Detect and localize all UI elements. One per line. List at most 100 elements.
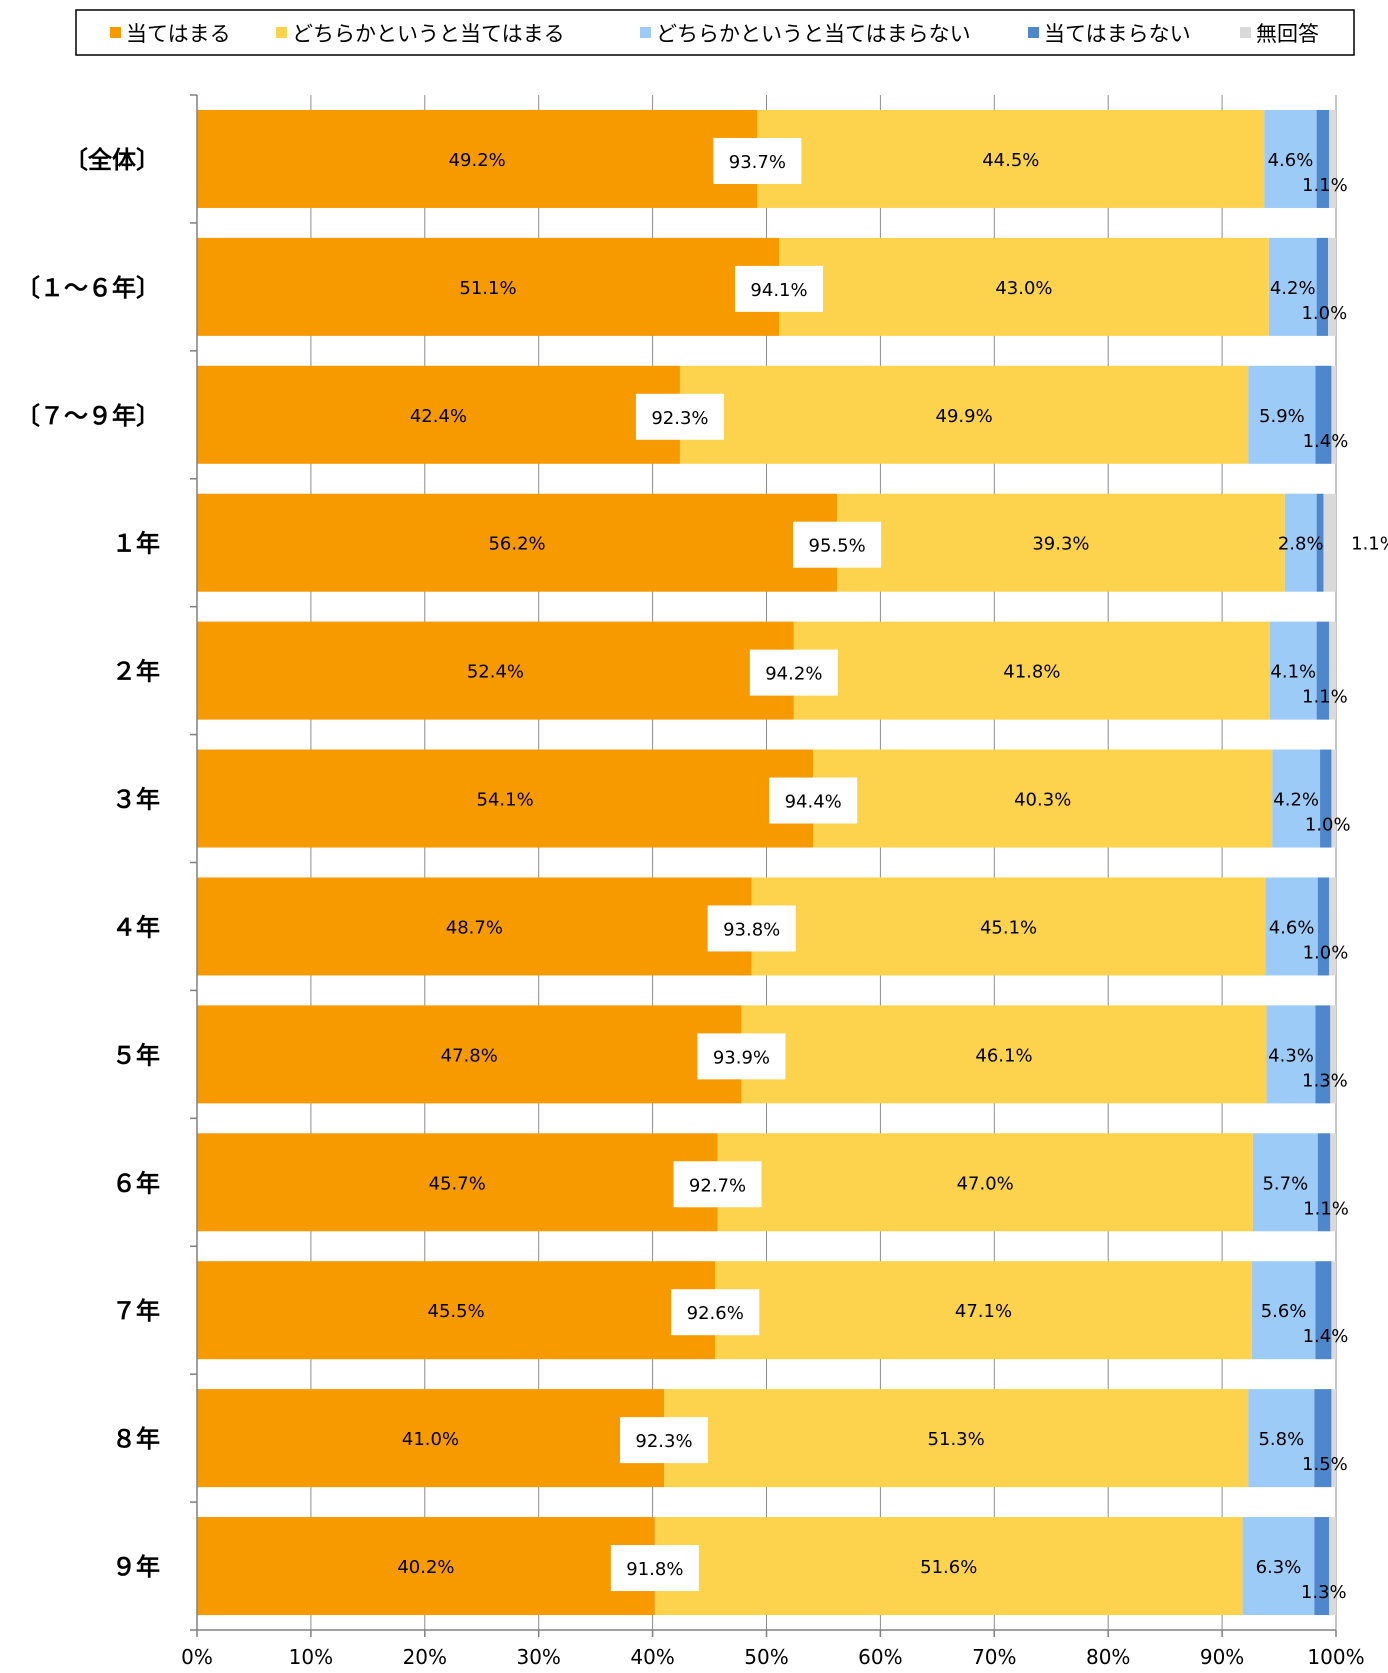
bar-segment <box>1330 1133 1336 1232</box>
bar-segment <box>1316 109 1330 208</box>
x-tick-label: 80% <box>1086 1645 1130 1669</box>
bar-segment <box>197 493 838 592</box>
bar-segment <box>741 1005 1267 1104</box>
data-label: 45.1% <box>980 917 1037 938</box>
x-tick-label: 0% <box>181 1645 213 1669</box>
bar-segment <box>793 621 1270 720</box>
legend-swatch <box>1028 27 1039 38</box>
bar-segment <box>197 1261 716 1360</box>
data-label: 1.1% <box>1302 175 1348 196</box>
category-label: ８年 <box>112 1425 160 1453</box>
bar-segment <box>197 109 758 208</box>
bars <box>197 109 1336 1616</box>
legend-swatch <box>110 27 121 38</box>
bar-segment <box>1329 877 1336 976</box>
data-label: 4.2% <box>1273 790 1319 811</box>
bar-segment <box>197 1389 664 1488</box>
data-label: 1.1% <box>1351 534 1388 555</box>
bar-segment <box>1316 237 1329 336</box>
bar-segment <box>1329 109 1336 208</box>
category-label: ６年 <box>112 1169 160 1197</box>
legend-entry: 無回答 <box>1256 22 1319 46</box>
category-label: １年 <box>112 530 160 558</box>
bar-segment <box>757 109 1265 208</box>
bar-segment <box>1265 877 1318 976</box>
category-label: ５年 <box>112 1041 160 1069</box>
bar-segment <box>1252 1133 1318 1232</box>
sum-label: 91.8% <box>626 1559 683 1580</box>
data-label: 41.8% <box>1003 662 1060 683</box>
x-tick-label: 10% <box>289 1645 333 1669</box>
bar-segment <box>1331 749 1336 848</box>
bar-segment <box>1328 237 1336 336</box>
bar-segment <box>679 365 1249 464</box>
bar-segment <box>654 1517 1243 1616</box>
legend-swatch <box>1240 27 1251 38</box>
bar-segment <box>751 877 1266 976</box>
sum-label: 94.2% <box>765 664 822 685</box>
category-label: 〔７～９年〕 <box>16 402 160 430</box>
x-tick-label: 70% <box>972 1645 1016 1669</box>
data-label: 1.3% <box>1302 1070 1348 1091</box>
sum-label: 93.8% <box>723 919 780 940</box>
data-label: 45.7% <box>429 1173 486 1194</box>
data-labels: 49.2% 44.5% 4.6% 1.1% 93.7% 〔全体〕 51.1% 43.0% 4.2… <box>16 137 1388 1603</box>
data-label: 1.0% <box>1301 303 1347 324</box>
bar-segment <box>717 1133 1253 1232</box>
data-label: 49.2% <box>449 150 506 171</box>
data-label: 48.7% <box>446 917 503 938</box>
data-label: 4.6% <box>1268 150 1314 171</box>
data-label: 1.1% <box>1303 1198 1349 1219</box>
data-label: 49.9% <box>936 406 993 427</box>
bar-segment <box>1323 493 1336 592</box>
data-label: 1.5% <box>1302 1454 1348 1475</box>
data-label: 45.5% <box>428 1301 485 1322</box>
data-label: 54.1% <box>477 790 534 811</box>
sum-label-box <box>769 777 858 824</box>
bar-segment <box>1251 1261 1316 1360</box>
bar-segment <box>197 237 780 336</box>
x-tick-label: 90% <box>1200 1645 1244 1669</box>
data-label: 1.3% <box>1301 1582 1347 1603</box>
data-label: 5.8% <box>1258 1429 1304 1450</box>
category-label: 〔１～６年〕 <box>16 274 160 302</box>
data-label: 5.6% <box>1261 1301 1307 1322</box>
data-label: 6.3% <box>1256 1557 1302 1578</box>
category-label: ２年 <box>112 658 160 686</box>
x-tick-label: 60% <box>858 1645 902 1669</box>
sum-label-box <box>619 1417 708 1464</box>
data-label: 51.6% <box>920 1557 977 1578</box>
data-label: 47.0% <box>957 1173 1014 1194</box>
legend-entry: どちらかというと当てはまらない <box>656 22 971 46</box>
bar-segment <box>1268 237 1317 336</box>
sum-label-box <box>635 393 724 440</box>
x-tick-label: 30% <box>516 1645 560 1669</box>
bar-segment <box>1315 365 1332 464</box>
bar-segment <box>1266 1005 1316 1104</box>
data-label: 42.4% <box>410 406 467 427</box>
bar-segment <box>1331 1389 1336 1488</box>
bar-segment <box>1272 749 1321 848</box>
sum-label-box <box>749 649 838 696</box>
axes: 0% 10% 20% 30% 40% 50% 60% 70% 80% 90% 100% <box>181 94 1365 1669</box>
bar-segment <box>1248 1389 1315 1488</box>
bar-segment <box>197 1005 742 1104</box>
sum-label: 92.3% <box>651 408 708 429</box>
bar-segment <box>197 1517 655 1616</box>
data-label: 51.1% <box>459 278 516 299</box>
bar-segment <box>1329 1517 1336 1616</box>
data-label: 1.4% <box>1303 1326 1349 1347</box>
legend-swatch <box>276 27 287 38</box>
data-label: 4.2% <box>1270 278 1316 299</box>
legend-entry: 当てはまる <box>126 22 231 46</box>
data-label: 47.8% <box>441 1045 498 1066</box>
data-label: 46.1% <box>975 1045 1032 1066</box>
legend-entry: 当てはまらない <box>1044 22 1191 46</box>
bar-segment <box>837 493 1285 592</box>
sum-label: 92.3% <box>635 1431 692 1452</box>
data-label: 41.0% <box>402 1429 459 1450</box>
category-label: ９年 <box>112 1553 160 1581</box>
bar-segment <box>1329 621 1336 720</box>
bar-segment <box>1317 1133 1331 1232</box>
